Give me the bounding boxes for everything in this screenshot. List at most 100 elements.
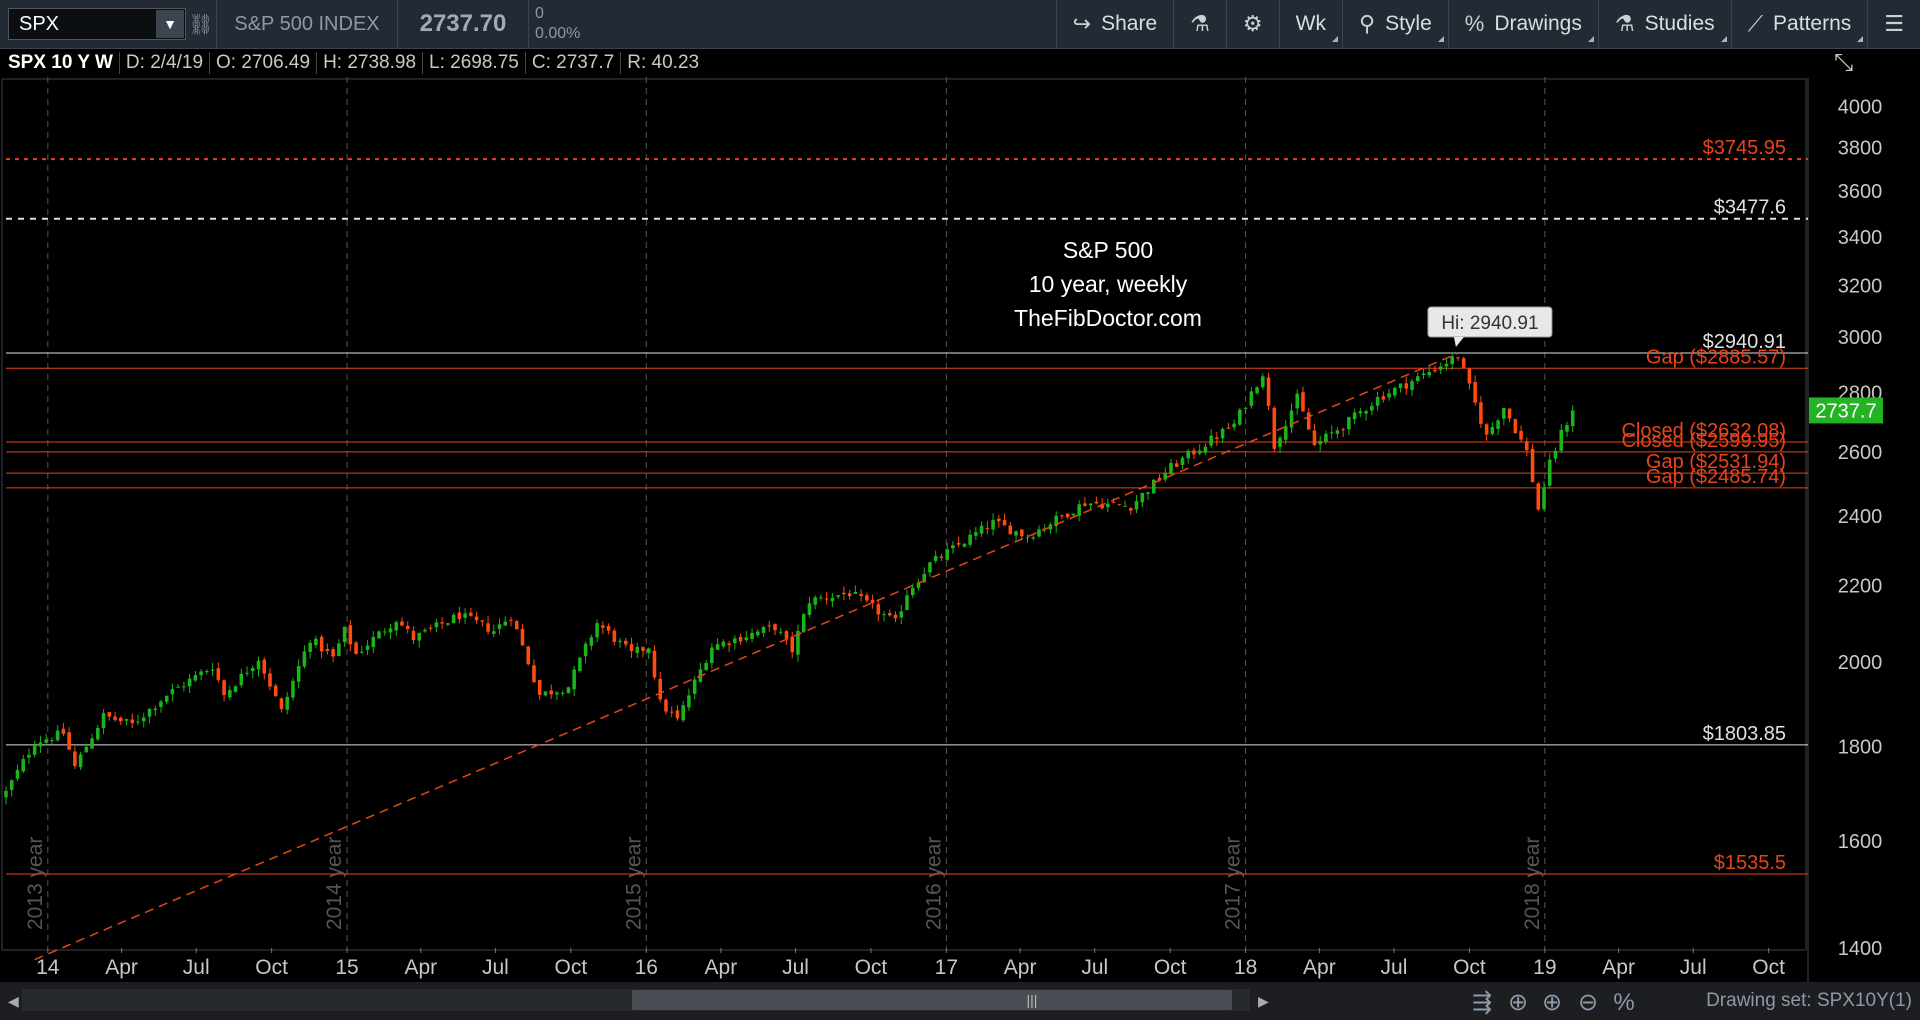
candle-body [440, 622, 444, 624]
candle-body [84, 746, 89, 753]
candle-body [239, 673, 244, 686]
pan-icon[interactable]: ⇶ [1472, 989, 1492, 1016]
candle-body [1169, 463, 1173, 475]
candle-body [979, 525, 984, 534]
candle-body [1450, 356, 1454, 365]
candle-body [1266, 377, 1271, 406]
patterns-icon: ⟋ [1747, 11, 1764, 36]
candle-body [928, 562, 932, 573]
candle-body [612, 630, 617, 642]
patterns-button[interactable]: ⟋ Patterns [1730, 0, 1868, 48]
candle-body [1002, 520, 1007, 526]
level-label: Closed ($2599.95) [1621, 430, 1786, 452]
candle-body [1370, 405, 1374, 411]
chevron-down-icon[interactable]: ▼ [156, 10, 184, 38]
zoom-out-icon[interactable]: ⊖ [1578, 989, 1598, 1016]
candle-body [1163, 473, 1168, 480]
scroll-left-arrow-icon[interactable]: ◀ [8, 993, 19, 1009]
style-label: Style [1385, 12, 1432, 35]
info-bar: SPX 10 Y W D: 2/4/19 O: 2706.49 H: 2738.… [0, 49, 705, 77]
candle-body [905, 595, 909, 611]
percent-scale-icon[interactable]: % [1613, 989, 1634, 1016]
aggregation-button[interactable]: Wk [1278, 0, 1342, 48]
candle-body [1180, 457, 1185, 465]
x-tick-label: Jul [482, 956, 509, 979]
candle-body [1444, 363, 1449, 367]
candle-body [629, 644, 634, 652]
overlay-layer: Hi: 2940.91 [34, 306, 1553, 961]
candle-body [136, 721, 140, 723]
scrollbar-thumb[interactable] [632, 990, 1232, 1010]
candle-body [228, 690, 232, 698]
zoom-in-icon[interactable]: ⊕ [1542, 989, 1562, 1016]
style-button[interactable]: ⚲ Style [1341, 0, 1448, 48]
level-label: Gap ($2531.94) [1646, 451, 1786, 473]
candle-body [250, 668, 255, 672]
x-tick-label: 14 [36, 956, 60, 979]
candle-body [532, 665, 536, 683]
candle-body [1547, 459, 1552, 486]
x-tick-label: Oct [1154, 956, 1187, 979]
divider [528, 0, 529, 48]
candle-body [210, 669, 215, 671]
high-bubble-label: Hi: 2940.91 [1441, 313, 1538, 334]
candle-body [635, 647, 640, 653]
candle-body [956, 542, 961, 545]
candle-body [302, 651, 307, 667]
candle-body [319, 636, 324, 652]
y-tick-label: 3400 [1838, 227, 1883, 249]
candle-body [1283, 426, 1288, 440]
candle-body [738, 636, 743, 642]
y-tick-label: 2400 [1838, 506, 1883, 528]
link-icon[interactable]: ⛓ [188, 13, 214, 36]
candle-body [1415, 376, 1420, 381]
candle-body [1134, 501, 1139, 510]
expand-icon[interactable]: ⤡ [1834, 49, 1853, 76]
chart-title: SPX 10 Y W [0, 52, 120, 74]
candle-body [1421, 373, 1426, 376]
candle-body [681, 705, 685, 721]
settings-button[interactable]: ⚙ [1225, 0, 1279, 48]
candle-body [1232, 423, 1236, 428]
x-tick-label: 18 [1234, 956, 1257, 979]
candle-body [624, 640, 628, 645]
menu-button[interactable]: ☰ [1867, 0, 1920, 48]
candle-body [1410, 381, 1414, 390]
candle-body [1209, 435, 1213, 446]
candle-body [847, 593, 852, 597]
share-icon: ↪ [1072, 11, 1092, 36]
drawings-button[interactable]: % Drawings [1447, 0, 1598, 48]
candle-body [1065, 513, 1070, 518]
studies-flask-icon: ⚗ [1614, 11, 1635, 36]
candle-body [1278, 437, 1282, 447]
level-label: $1535.5 [1714, 852, 1786, 874]
y-tick-label: 3800 [1838, 138, 1883, 160]
candle-body [773, 624, 777, 631]
candle-body [1289, 410, 1294, 428]
candle-body [526, 646, 531, 665]
candle-body [1186, 450, 1190, 459]
candle-body [1427, 371, 1432, 376]
candle-body [296, 666, 301, 682]
candle-body [360, 651, 364, 653]
price-axis [1808, 50, 1920, 982]
candle-body [1272, 407, 1277, 449]
flask-button[interactable]: ⚗ [1173, 0, 1226, 48]
year-separator-label: 2016 year [922, 837, 945, 930]
share-button[interactable]: ↪ Share [1055, 0, 1173, 48]
candle-body [583, 643, 588, 657]
studies-button[interactable]: ⚗ Studies [1597, 0, 1731, 48]
candle-body [199, 671, 203, 676]
level-label: Closed ($2632.08) [1621, 420, 1786, 442]
candle-body [1433, 369, 1437, 372]
scroll-right-arrow-icon[interactable]: ▶ [1258, 993, 1269, 1009]
candle-body [256, 660, 261, 670]
candle-body [1037, 529, 1041, 537]
symbol-input[interactable]: SPX ▼ [8, 8, 186, 40]
candle-body [446, 623, 450, 625]
candle-body [1490, 426, 1495, 434]
candle-body [1387, 393, 1391, 398]
y-tick-label: 3200 [1838, 275, 1883, 297]
crosshair-icon[interactable]: ⊕ [1508, 989, 1528, 1016]
